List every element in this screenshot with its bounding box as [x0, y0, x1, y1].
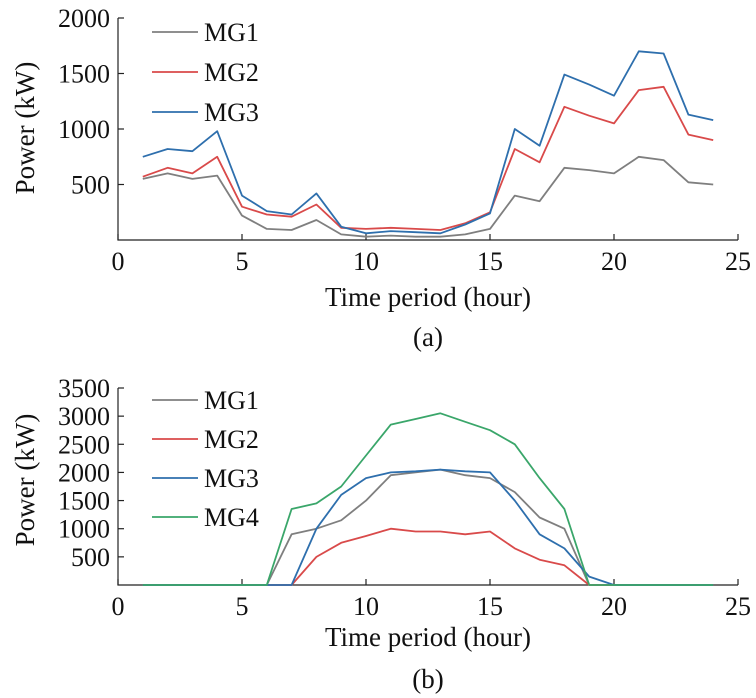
legend-label-mg1: MG1: [204, 18, 259, 47]
series-line-mg3: [142, 50, 714, 235]
x-tick-label: 5: [236, 247, 249, 276]
series-line-mg1: [142, 155, 714, 238]
y-tick-label: 2500: [58, 430, 110, 459]
y-tick-label: 2000: [58, 4, 110, 33]
legend-label-mg3: MG3: [204, 98, 259, 127]
x-tick-label: 20: [601, 247, 627, 276]
x-axis-label-a: Time period (hour): [325, 282, 531, 312]
series-line-mg2: [142, 85, 714, 231]
x-axis-label-b: Time period (hour): [325, 622, 531, 652]
legend-label-mg2: MG2: [204, 58, 259, 87]
y-tick-label: 1500: [58, 487, 110, 516]
series-line-mg4: [142, 412, 714, 586]
legend-label-mg1: MG1: [204, 386, 259, 415]
y-tick-label: 2000: [58, 458, 110, 487]
y-tick-label: 1500: [58, 60, 110, 89]
y-axis-label-a: Power (kW): [10, 62, 40, 195]
panel-caption-b: (b): [412, 664, 443, 694]
x-tick-label: 25: [725, 592, 751, 621]
chart-panel-a: Power (kW) Time period (hour) (a) 0 5 10 15…: [10, 4, 751, 352]
x-tick-label: 5: [236, 592, 249, 621]
x-tick-label: 0: [112, 247, 125, 276]
legend-label-mg3: MG3: [204, 464, 259, 493]
legend-label-mg4: MG4: [204, 503, 259, 532]
panel-caption-a: (a): [413, 322, 443, 352]
y-tick-label: 500: [71, 543, 110, 572]
legend-label-mg2: MG2: [204, 425, 259, 454]
x-tick-label: 15: [477, 592, 503, 621]
x-tick-label: 10: [353, 247, 379, 276]
x-tick-label: 0: [112, 592, 125, 621]
y-tick-label: 3000: [58, 402, 110, 431]
x-tick-label: 25: [725, 247, 751, 276]
chart-panel-b: Power (kW) Time period (hour) (b) 0 5 10 15…: [10, 374, 751, 694]
y-tick-label: 500: [71, 171, 110, 200]
x-tick-label: 15: [477, 247, 503, 276]
y-axis-label-b: Power (kW): [10, 414, 40, 547]
x-tick-label: 20: [601, 592, 627, 621]
y-tick-label: 1000: [58, 515, 110, 544]
x-tick-label: 10: [353, 592, 379, 621]
y-tick-label: 3500: [58, 374, 110, 403]
series-line-mg2: [142, 527, 714, 586]
y-tick-label: 1000: [58, 115, 110, 144]
